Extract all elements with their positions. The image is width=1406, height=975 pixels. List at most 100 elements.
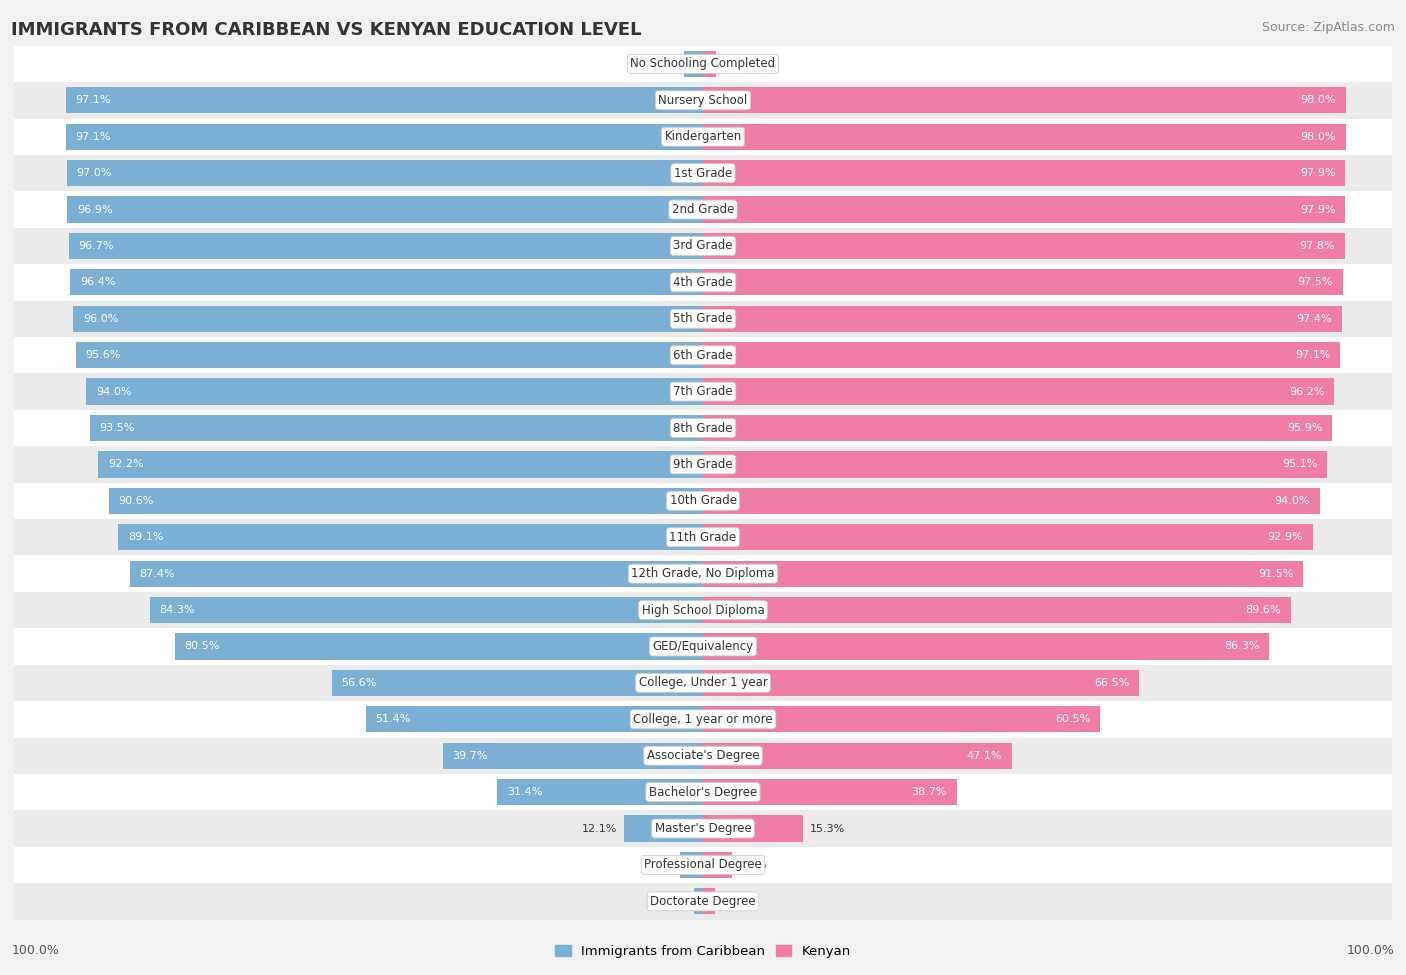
Text: Associate's Degree: Associate's Degree <box>647 749 759 762</box>
Bar <box>496 779 703 805</box>
Bar <box>14 155 1392 191</box>
Bar <box>332 670 703 696</box>
Text: 86.3%: 86.3% <box>1225 642 1260 651</box>
Bar <box>703 269 1343 295</box>
Bar <box>14 228 1392 264</box>
Text: 1st Grade: 1st Grade <box>673 167 733 179</box>
Legend: Immigrants from Caribbean, Kenyan: Immigrants from Caribbean, Kenyan <box>550 940 856 963</box>
Bar <box>174 634 703 659</box>
Text: 15.3%: 15.3% <box>810 824 845 834</box>
Bar <box>108 488 703 514</box>
Text: Doctorate Degree: Doctorate Degree <box>650 895 756 908</box>
Bar <box>703 670 1139 696</box>
Text: 89.1%: 89.1% <box>128 532 163 542</box>
Bar <box>129 561 703 587</box>
Bar <box>14 447 1392 483</box>
Bar <box>118 525 703 550</box>
Bar <box>14 592 1392 628</box>
Bar <box>66 124 703 150</box>
Text: 96.4%: 96.4% <box>80 277 115 288</box>
Bar <box>624 815 703 841</box>
Bar <box>703 51 716 77</box>
Bar <box>14 264 1392 300</box>
Text: 97.9%: 97.9% <box>1301 205 1336 214</box>
Text: 91.5%: 91.5% <box>1258 568 1294 578</box>
Bar <box>14 810 1392 846</box>
Bar <box>90 415 703 441</box>
Bar <box>703 160 1346 186</box>
Bar <box>14 737 1392 774</box>
Bar <box>703 488 1320 514</box>
Text: 1.9%: 1.9% <box>723 896 751 907</box>
Bar <box>14 191 1392 228</box>
Text: 5th Grade: 5th Grade <box>673 312 733 326</box>
Bar <box>703 124 1346 150</box>
Text: 8th Grade: 8th Grade <box>673 421 733 435</box>
Text: 84.3%: 84.3% <box>160 605 195 615</box>
Text: College, Under 1 year: College, Under 1 year <box>638 677 768 689</box>
Bar <box>86 378 703 405</box>
Text: 90.6%: 90.6% <box>118 496 153 506</box>
Bar <box>14 883 1392 919</box>
Bar <box>14 300 1392 337</box>
Text: 38.7%: 38.7% <box>911 787 948 798</box>
Text: 12th Grade, No Diploma: 12th Grade, No Diploma <box>631 567 775 580</box>
Text: Master's Degree: Master's Degree <box>655 822 751 835</box>
Text: High School Diploma: High School Diploma <box>641 604 765 616</box>
Bar <box>703 451 1327 478</box>
Bar <box>14 373 1392 410</box>
Bar <box>695 888 703 915</box>
Text: 39.7%: 39.7% <box>453 751 488 760</box>
Text: 3rd Grade: 3rd Grade <box>673 240 733 253</box>
Bar <box>69 233 703 259</box>
Text: 97.1%: 97.1% <box>76 96 111 105</box>
Bar <box>683 51 703 77</box>
Bar <box>14 628 1392 665</box>
Bar <box>14 119 1392 155</box>
Bar <box>14 519 1392 556</box>
Bar <box>703 196 1346 222</box>
Text: 93.5%: 93.5% <box>100 423 135 433</box>
Bar <box>703 743 1012 769</box>
Text: 96.9%: 96.9% <box>77 205 112 214</box>
Text: 56.6%: 56.6% <box>342 678 377 688</box>
Text: 4.4%: 4.4% <box>738 860 766 870</box>
Bar <box>681 852 703 878</box>
Bar <box>66 87 703 113</box>
Text: Source: ZipAtlas.com: Source: ZipAtlas.com <box>1261 21 1395 34</box>
Bar <box>98 451 703 478</box>
Text: 100.0%: 100.0% <box>1347 945 1395 957</box>
Text: 96.7%: 96.7% <box>79 241 114 251</box>
Bar <box>703 634 1270 659</box>
Text: Nursery School: Nursery School <box>658 94 748 107</box>
Text: 97.0%: 97.0% <box>76 168 112 178</box>
Bar <box>14 701 1392 737</box>
Text: 2nd Grade: 2nd Grade <box>672 203 734 216</box>
Text: 80.5%: 80.5% <box>184 642 219 651</box>
Bar <box>14 846 1392 883</box>
Text: 97.5%: 97.5% <box>1298 277 1333 288</box>
Bar <box>76 342 703 369</box>
Text: 1.3%: 1.3% <box>659 896 688 907</box>
Text: 6th Grade: 6th Grade <box>673 349 733 362</box>
Text: 94.0%: 94.0% <box>96 387 132 397</box>
Text: No Schooling Completed: No Schooling Completed <box>630 58 776 70</box>
Bar <box>703 342 1340 369</box>
Bar <box>703 378 1334 405</box>
Bar <box>366 706 703 732</box>
Bar <box>14 774 1392 810</box>
Text: College, 1 year or more: College, 1 year or more <box>633 713 773 725</box>
Text: Professional Degree: Professional Degree <box>644 858 762 872</box>
Text: 98.0%: 98.0% <box>1301 132 1336 141</box>
Text: 2.9%: 2.9% <box>650 58 678 69</box>
Text: 9th Grade: 9th Grade <box>673 458 733 471</box>
Text: 47.1%: 47.1% <box>967 751 1002 760</box>
Text: 92.9%: 92.9% <box>1267 532 1303 542</box>
Text: 97.1%: 97.1% <box>76 132 111 141</box>
Text: 97.4%: 97.4% <box>1296 314 1333 324</box>
Text: IMMIGRANTS FROM CARIBBEAN VS KENYAN EDUCATION LEVEL: IMMIGRANTS FROM CARIBBEAN VS KENYAN EDUC… <box>11 21 641 39</box>
Bar <box>443 743 703 769</box>
Text: 4th Grade: 4th Grade <box>673 276 733 289</box>
Bar <box>70 269 703 295</box>
Bar <box>703 561 1303 587</box>
